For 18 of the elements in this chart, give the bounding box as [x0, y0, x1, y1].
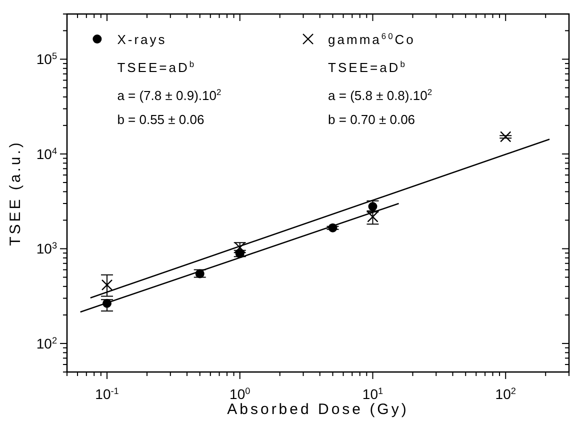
- annotation: TSEE=aD$^{b}$: [328, 59, 407, 75]
- x-tick-label: 10$^{1}$: [362, 386, 384, 402]
- annotation: b = 0.70 ± 0.06: [328, 112, 416, 127]
- legend-label: X-rays: [117, 32, 167, 47]
- y-tick-label: 10$^{4}$: [36, 146, 57, 162]
- annotation: a = (5.8 ± 0.8).10$^{2}$: [328, 87, 432, 103]
- y-tick-label: 10$^{2}$: [36, 335, 57, 352]
- annotation: TSEE=aD$^{b}$: [117, 59, 196, 75]
- x-tick-label: 10$^{0}$: [230, 386, 250, 402]
- y-tick-label: 10$^{3}$: [36, 240, 57, 257]
- x-tick-label: 10$^{2}$: [495, 386, 516, 402]
- y-tick-label: 10$^{5}$: [36, 51, 57, 68]
- x-tick-label: 10$^{-1}$: [95, 386, 119, 402]
- annotation: a = (7.8 ± 0.9).10$^{2}$: [117, 87, 222, 103]
- annotation: b = 0.55 ± 0.06: [117, 112, 204, 127]
- y-axis-title: TSEE (a.u.): [7, 140, 24, 246]
- x-axis-title: Absorbed Dose (Gy): [227, 401, 409, 418]
- legend-label: gamma$^{60}$Co: [328, 31, 416, 47]
